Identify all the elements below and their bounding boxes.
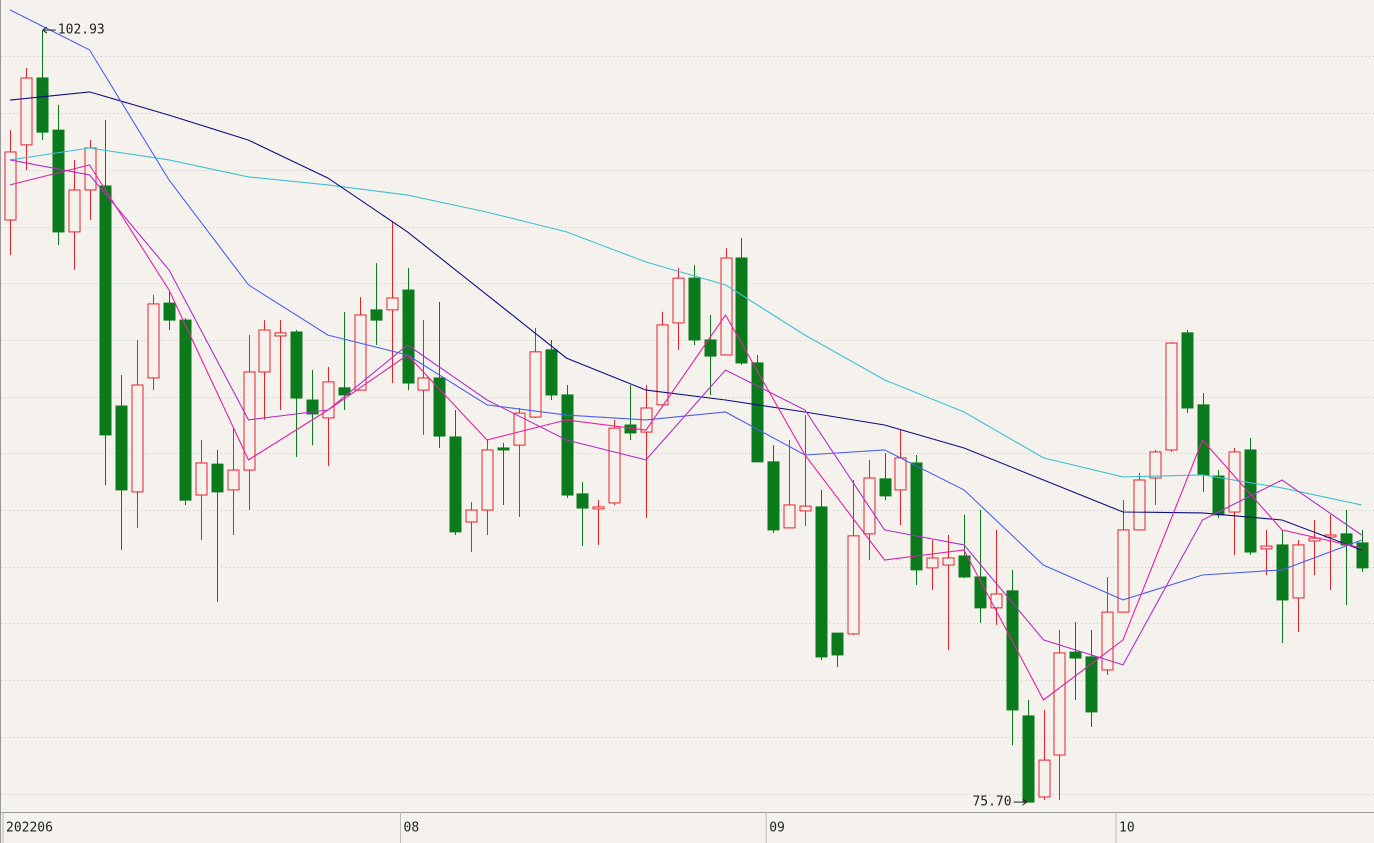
candle-body [592,506,605,510]
x-tick-label: 08 [404,821,420,836]
candle-body [894,457,907,491]
candle-body [831,632,844,656]
candle-body [1308,537,1321,542]
candle-body [497,447,510,451]
candle-body [354,314,367,391]
candle-body [131,384,144,493]
candle-body [815,506,828,658]
candle-body [513,412,526,446]
annotation-arrowhead [1022,798,1027,806]
candle-body [879,478,892,497]
candle-body [1022,715,1035,803]
candle-body [783,504,796,529]
candle-body [672,277,685,324]
candle-body [1165,342,1178,451]
x-tick-label: 09 [769,821,785,836]
candle-body [179,319,192,501]
candle-body [926,557,939,569]
candle-body [767,461,780,531]
candle-body [688,277,701,341]
candle-body [1212,475,1225,516]
candle-body [402,289,415,384]
candle-body [306,399,319,415]
candle-body [1292,544,1305,599]
candle-body [735,257,748,364]
candle-body [799,505,812,512]
candle-body [1244,449,1257,553]
candle-body [243,371,256,471]
candle-body [370,309,383,321]
candle-body [211,463,224,493]
candle-body [195,462,208,496]
candle-body [449,436,462,533]
candle-body [720,257,733,356]
candle-body [465,509,478,523]
candle-body [20,77,33,146]
candle-body [1101,611,1114,671]
moving-average-line [9,91,1362,551]
candle-body [1053,652,1066,756]
candle-body [942,557,955,566]
candle-body [163,302,176,321]
candle-body [481,449,494,511]
candle-body [1228,451,1241,513]
annotation-label: 75.70 [972,795,1011,810]
candle-body [545,349,558,396]
candle-body [656,324,669,406]
candle-body [274,332,287,337]
x-tick-label: 10 [1119,821,1135,836]
moving-average-line [9,147,1362,506]
candle-body [99,185,112,436]
candle-body [958,555,971,578]
candle-body [1006,590,1019,711]
candle-body [1276,544,1289,601]
x-tick-label: 202206 [6,821,53,836]
candle-body [147,303,160,379]
candle-body [290,331,303,399]
candle-body [1085,656,1098,713]
candle-body [847,535,860,635]
candle-body [608,427,621,504]
candle-body [576,493,589,509]
moving-average-line [9,159,1362,666]
candle-body [910,462,923,571]
candle-body [84,147,97,191]
candle-body [1069,651,1082,659]
annotation-label: 102.93 [58,23,105,38]
candle-body [1181,332,1194,409]
candle-body [1149,451,1162,479]
candle-body [1038,759,1051,798]
candle-body [704,339,717,357]
candle-body [115,405,128,491]
candle-body [863,477,876,535]
candle-body [433,377,446,437]
candle-body [529,351,542,418]
candle-body [258,329,271,373]
candle-body [417,377,430,391]
candle-body [4,151,17,221]
candle-body [52,129,65,233]
candle-body [68,189,81,233]
candle-body [1356,542,1369,569]
candle-body [1260,545,1273,550]
candle-body [751,362,764,463]
candle-body [990,593,1003,609]
candle-body [1117,529,1130,613]
candle-body [1197,404,1210,476]
candle-body [561,394,574,496]
candle-body [1133,479,1146,531]
candle-body [227,469,240,491]
candle-body [36,77,49,133]
moving-average-line [9,9,1362,601]
annotation-arrowhead [42,26,48,34]
candle-body [322,381,335,419]
candle-body [386,297,399,311]
moving-average-line [9,164,1362,701]
